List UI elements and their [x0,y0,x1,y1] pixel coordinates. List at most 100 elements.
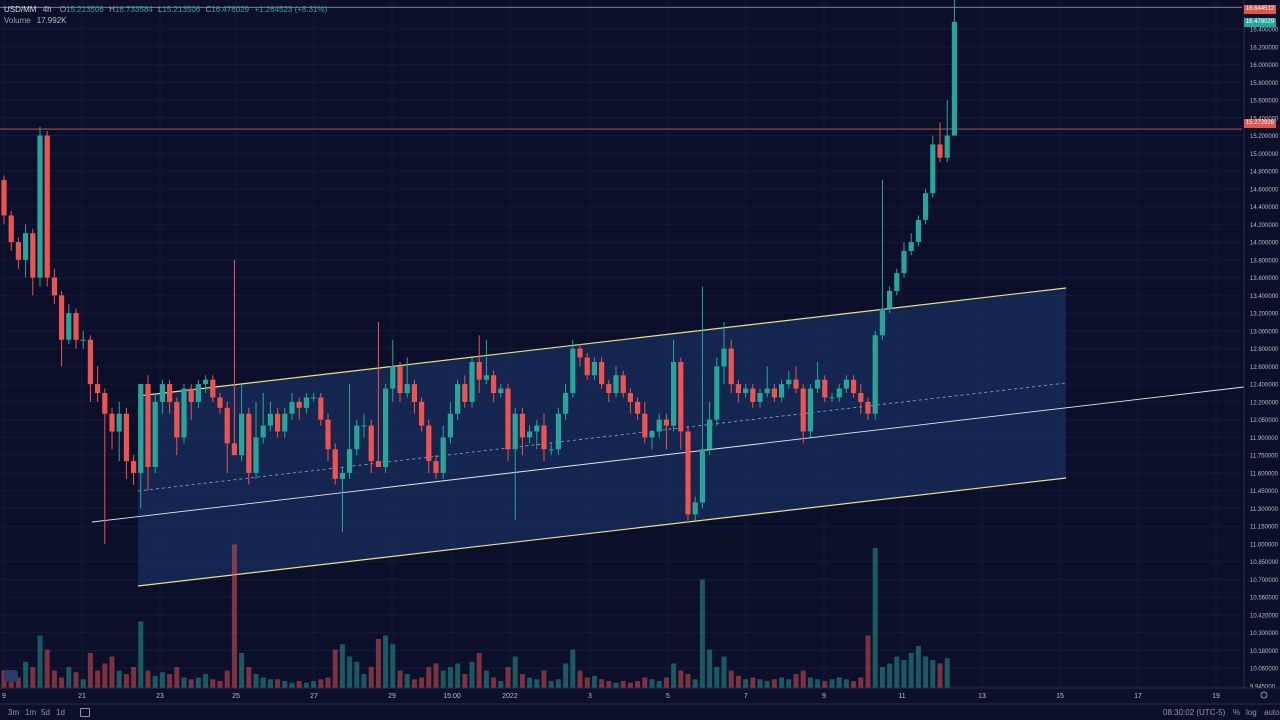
candle-body [51,277,57,296]
candle-body [87,339,93,385]
candle-body [699,449,705,503]
candle-body [894,273,900,291]
time-tick-label: 23 [156,693,164,700]
date-range-icon[interactable] [80,708,90,717]
volume-bar [915,646,921,688]
candle-body [858,393,864,402]
volume-bar [627,682,633,688]
candle-body [836,388,842,398]
time-tick-label: 15:00 [443,693,461,700]
candle-body [296,401,302,408]
settings-gear-icon[interactable] [1260,691,1268,699]
candle-body [599,361,605,385]
price-tick-label: 11.150000 [1250,525,1279,531]
volume-bar [224,670,230,688]
price-tick-label: 12.050000 [1250,418,1279,424]
volume-bar [23,661,29,688]
volume-bar [879,667,885,688]
candle-body [815,379,821,389]
candle-body [318,397,324,420]
candle-body [620,375,626,394]
volume-bar [282,681,288,688]
range-3m-button[interactable]: 3m [8,708,20,717]
candle-body [779,384,785,398]
candle-body [289,401,295,414]
candle-body [951,21,957,136]
candle-body [188,388,194,402]
volume-bar [203,674,209,688]
clock-time: 08:30:02 (UTC-5) [1163,708,1226,717]
volume-bar [181,677,187,688]
volume-bar [419,677,425,688]
time-tick-label: 15 [1056,693,1064,700]
time-tick-label: 7 [744,693,748,700]
candle-body [887,290,893,309]
volume-legend: Volume 17.992K [4,16,67,25]
candle-body [519,413,525,438]
price-tick-label: 14.400000 [1250,205,1279,211]
volume-bar [383,635,389,688]
volume-bar [512,656,518,688]
volume-bar [858,677,864,688]
volume-bar [260,677,266,688]
candle-body [671,361,677,426]
price-tick-label: 16.000000 [1250,63,1279,69]
candle-body [649,431,655,438]
volume-bar [577,670,583,688]
volume-bar [728,670,734,688]
volume-bar [145,670,151,688]
tradingview-logo [4,670,18,682]
volume-bar [375,639,381,688]
volume-bar [433,663,439,688]
volume-bar [116,670,122,688]
volume-bar [591,675,597,688]
volume-bar [210,679,216,688]
volume-bar [275,679,281,688]
candle-body [102,393,108,414]
candle-body [239,413,245,456]
candle-body [303,397,309,408]
volume-bar [44,649,50,688]
low-value: 15.213506 [162,5,201,14]
candle-body [95,384,101,394]
candle-body [181,388,187,438]
candle-body [678,361,684,432]
candle-body [872,335,878,414]
candle-body [843,379,849,389]
candle-body [347,449,353,473]
volume-bar [498,681,504,688]
candle-body [109,413,115,432]
volume-bar [30,667,36,688]
volume-bar [743,679,749,688]
price-tick-label: 15.200000 [1250,134,1279,140]
volume-bar [231,544,237,688]
price-tick-label: 14.000000 [1250,241,1279,247]
candle-body [584,357,590,376]
bottom-toolbar: 3m 1m 5d 1d 08:30:02 (UTC-5) % log auto [0,704,1280,720]
range-1m-button[interactable]: 1m [25,708,37,717]
log-toggle[interactable]: log [1246,708,1257,717]
price-tick-label: 16.200000 [1250,45,1279,51]
symbol-name[interactable]: USD/MM [4,5,37,14]
auto-toggle[interactable]: auto [1264,708,1280,717]
candle-body [325,419,331,450]
candle-body [923,193,929,220]
volume-bar [66,667,72,688]
volume-bar [476,653,482,688]
time-tick-label: 17 [1134,693,1142,700]
range-1d-button[interactable]: 1d [56,708,65,717]
volume-bar [735,675,741,688]
candle-body [879,308,885,336]
percent-toggle[interactable]: % [1233,708,1241,717]
volume-bar [483,670,489,688]
interval-label[interactable]: 4h [42,5,52,14]
volume-bar [714,667,720,688]
trend-line [91,386,1245,523]
volume-label[interactable]: Volume [4,16,31,25]
candle-body [426,425,432,462]
candle-body [743,388,749,394]
candle-body [915,219,921,243]
candle-body [498,388,504,394]
range-5d-button[interactable]: 5d [41,708,50,717]
